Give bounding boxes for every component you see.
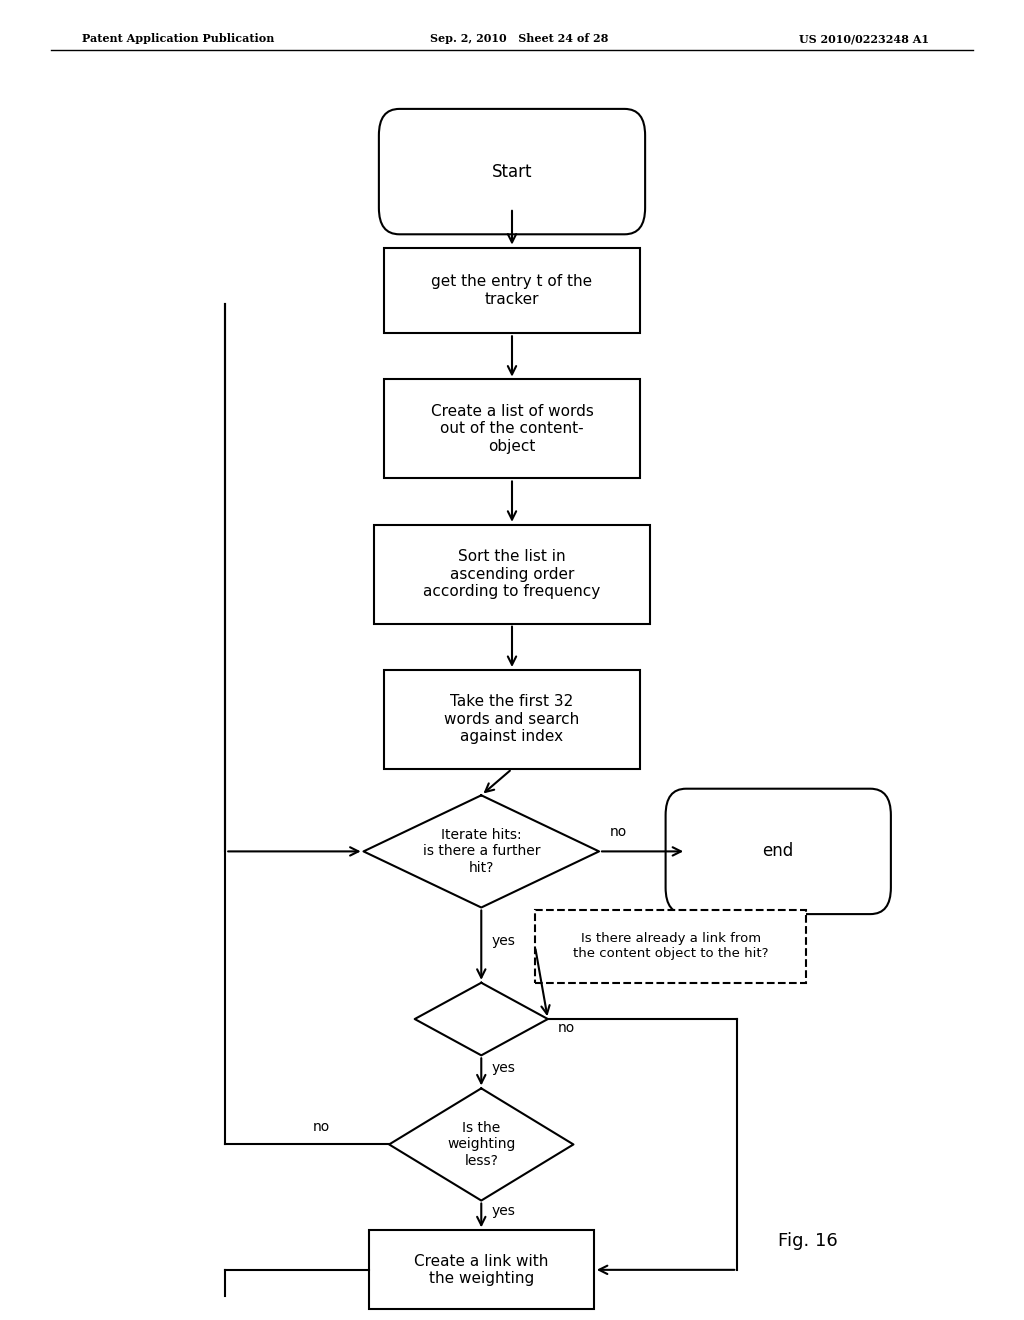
Text: end: end [763,842,794,861]
Text: yes: yes [492,935,515,948]
Text: no: no [312,1121,330,1134]
Text: Create a link with
the weighting: Create a link with the weighting [414,1254,549,1286]
Text: Start: Start [492,162,532,181]
Text: Sep. 2, 2010   Sheet 24 of 28: Sep. 2, 2010 Sheet 24 of 28 [430,33,608,44]
Text: Fig. 16: Fig. 16 [778,1232,838,1250]
Text: yes: yes [492,1061,515,1074]
Text: Take the first 32
words and search
against index: Take the first 32 words and search again… [444,694,580,744]
Text: yes: yes [492,1204,515,1218]
Text: US 2010/0223248 A1: US 2010/0223248 A1 [799,33,929,44]
Bar [384,248,640,333]
Text: no: no [558,1022,575,1035]
Bar [535,911,807,982]
FancyBboxPatch shape [666,789,891,915]
Text: no: no [609,825,627,838]
Bar [369,1230,594,1309]
Bar [384,380,640,478]
Bar [374,525,650,624]
Text: Sort the list in
ascending order
according to frequency: Sort the list in ascending order accordi… [423,549,601,599]
Text: Is there already a link from
the content object to the hit?: Is there already a link from the content… [573,932,768,961]
Text: Patent Application Publication: Patent Application Publication [82,33,274,44]
Text: Is the
weighting
less?: Is the weighting less? [447,1121,515,1168]
Text: Create a list of words
out of the content-
object: Create a list of words out of the conten… [430,404,594,454]
Bar [384,671,640,768]
FancyBboxPatch shape [379,110,645,235]
Text: Iterate hits:
is there a further
hit?: Iterate hits: is there a further hit? [423,828,540,875]
Text: get the entry t of the
tracker: get the entry t of the tracker [431,275,593,306]
